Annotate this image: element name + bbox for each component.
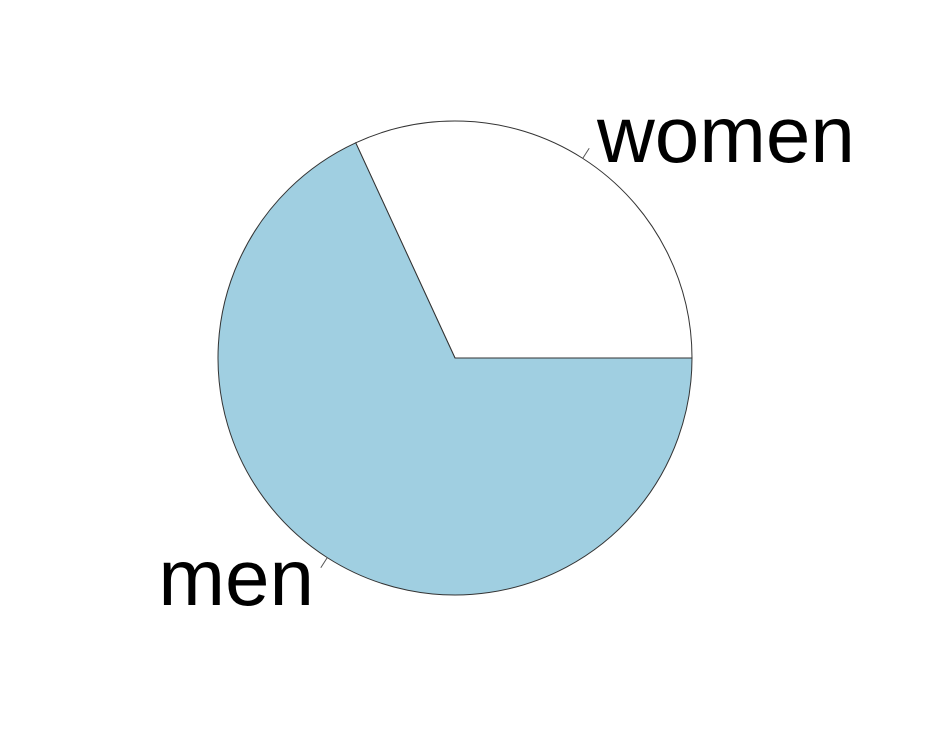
- slice-label-men: men: [158, 533, 314, 622]
- pie-slice-men: [217, 142, 693, 596]
- pie-slices: [217, 120, 693, 596]
- leader-line-women: [582, 148, 590, 159]
- pie-slice-women: [355, 120, 693, 359]
- leader-line-men: [320, 557, 328, 568]
- slice-label-women: women: [596, 90, 855, 179]
- slice-labels: women men: [158, 90, 855, 622]
- label-leaders: [320, 148, 590, 568]
